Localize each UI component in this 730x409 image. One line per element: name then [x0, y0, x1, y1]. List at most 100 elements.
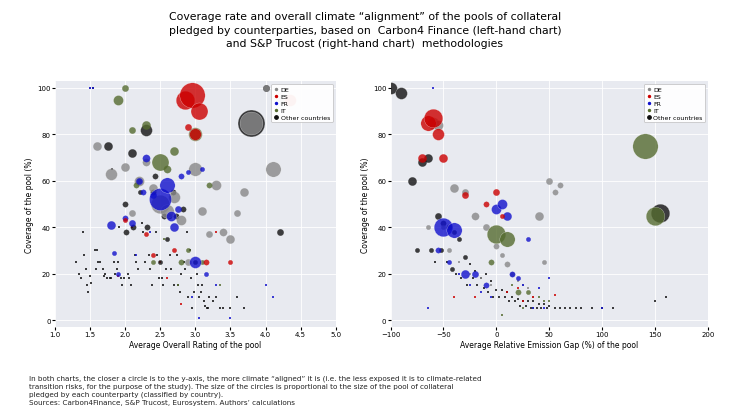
Point — [474, 275, 486, 282]
Point — [150, 229, 162, 236]
Point — [210, 229, 222, 236]
Point — [139, 259, 150, 266]
Point — [549, 306, 561, 312]
Point — [200, 259, 212, 266]
Point — [193, 294, 205, 300]
Point — [198, 299, 210, 305]
Point — [485, 282, 497, 289]
Point — [95, 259, 107, 266]
Point — [501, 236, 512, 243]
Point — [385, 85, 396, 92]
Point — [146, 282, 158, 289]
Point — [199, 303, 211, 310]
Point — [533, 294, 545, 300]
Point — [161, 166, 173, 173]
Point — [474, 275, 486, 282]
Point — [517, 282, 529, 289]
Text: Coverage rate and overall climate “alignment” of the pools of collateral
pledged: Coverage rate and overall climate “align… — [169, 12, 561, 49]
Point — [425, 247, 437, 254]
Point — [538, 299, 550, 305]
Point — [406, 178, 418, 184]
Point — [225, 315, 237, 321]
Point — [167, 190, 179, 196]
Point — [186, 294, 198, 300]
Point — [190, 259, 201, 266]
Point — [474, 289, 486, 296]
Point — [169, 247, 180, 254]
Point — [202, 306, 214, 312]
Point — [112, 97, 124, 103]
Point — [182, 259, 194, 266]
Point — [166, 266, 177, 272]
Point — [90, 266, 101, 272]
Point — [80, 266, 91, 272]
Point — [78, 252, 90, 259]
Point — [485, 294, 497, 300]
Point — [411, 247, 423, 254]
Point — [112, 271, 124, 277]
Point — [85, 280, 97, 286]
Point — [496, 201, 507, 208]
Point — [639, 143, 650, 150]
Point — [88, 85, 99, 92]
Point — [542, 306, 553, 312]
Point — [172, 206, 183, 212]
Point — [429, 259, 441, 266]
Point — [543, 275, 556, 282]
Point — [274, 97, 285, 103]
Point — [554, 183, 566, 189]
Point — [456, 275, 467, 282]
Point — [482, 289, 493, 296]
Point — [180, 266, 191, 272]
Point — [140, 155, 152, 162]
Point — [88, 85, 99, 92]
Point — [147, 185, 159, 191]
Point — [204, 183, 215, 189]
Point — [172, 282, 183, 289]
Point — [520, 303, 532, 310]
Point — [172, 282, 184, 289]
Point — [175, 259, 187, 266]
Point — [467, 275, 479, 282]
Point — [140, 231, 152, 238]
Point — [175, 271, 187, 277]
Point — [559, 306, 571, 312]
Point — [650, 213, 661, 219]
Point — [448, 229, 460, 236]
Point — [81, 282, 93, 289]
Point — [182, 294, 194, 300]
Point — [161, 275, 173, 282]
Point — [154, 197, 166, 203]
Point — [152, 252, 164, 259]
Point — [125, 282, 137, 289]
Point — [218, 306, 229, 312]
Point — [491, 287, 502, 293]
Point — [193, 315, 204, 321]
Point — [181, 229, 193, 236]
Point — [517, 306, 529, 312]
Point — [450, 271, 462, 277]
Point — [196, 282, 208, 289]
Point — [469, 213, 481, 219]
Point — [459, 192, 471, 198]
Point — [111, 266, 123, 272]
Point — [119, 85, 131, 92]
Point — [184, 247, 196, 254]
Point — [82, 289, 94, 296]
Point — [126, 220, 138, 226]
Point — [528, 306, 539, 312]
Point — [422, 306, 434, 312]
Point — [491, 231, 502, 238]
Point — [171, 252, 182, 259]
Point — [182, 125, 194, 131]
Point — [531, 306, 542, 312]
Point — [496, 213, 507, 219]
Point — [448, 185, 460, 191]
Point — [140, 123, 152, 129]
Point — [436, 247, 447, 254]
X-axis label: Average Overall Rating of the pool: Average Overall Rating of the pool — [129, 340, 261, 349]
Point — [131, 259, 142, 266]
Point — [443, 225, 455, 231]
Point — [526, 306, 537, 312]
Text: In both charts, the closer a circle is to the y-axis, the more climate “aligned”: In both charts, the closer a circle is t… — [29, 375, 482, 405]
